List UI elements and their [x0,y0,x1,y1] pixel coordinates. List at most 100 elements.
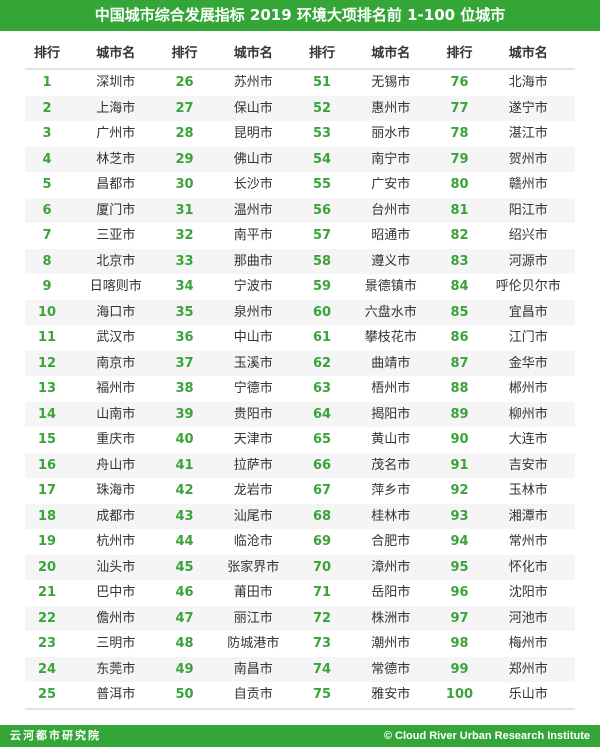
table-row: 6 厦门市 31 温州市 56 台州市 81 阳江市 [25,197,575,223]
rank-cell: 69 [312,534,332,549]
rank-cell: 84 [450,279,469,294]
city-cell: 南平市 [233,228,273,243]
city-cell: 南昌市 [233,661,273,677]
rank-cell: 88 [450,381,469,396]
rank-cell: 11 [37,330,57,345]
rank-cell: 47 [175,610,194,626]
city-cell: 玉溪市 [233,355,273,371]
rank-cell: 71 [312,585,332,600]
rank-cell: 91 [450,457,469,473]
rank-cell: 34 [175,279,194,294]
city-cell: 海口市 [96,304,136,320]
rank-cell: 98 [450,636,469,651]
rank-cell: 56 [312,202,332,218]
rank-cell: 89 [450,406,469,422]
rank-cell: 55 [312,177,332,192]
city-cell: 遵义市 [371,253,411,269]
city-cell: 临沧市 [233,534,273,549]
rank-cell: 7 [42,228,52,243]
city-cell: 大连市 [508,432,548,447]
city-cell: 茂名市 [371,457,411,473]
rank-cell: 86 [450,330,469,345]
city-cell: 厦门市 [96,202,136,218]
rank-cell: 12 [37,355,57,371]
city-cell: 贺州市 [508,151,548,167]
city-cell: 江门市 [508,330,548,345]
rank-cell: 83 [450,253,469,269]
city-cell: 广安市 [371,177,411,192]
table-row: 1 深圳市 26 苏州市 51 无锡市 76 北海市 [25,70,575,96]
rank-cell: 37 [175,355,194,371]
rank-cell: 99 [450,661,469,677]
table-header: 排行 城市名 排行 城市名 排行 城市名 排行 城市名 [25,40,575,70]
city-cell: 郴州市 [508,381,548,396]
page-title: 中国城市综合发展指标 2019 环境大项排名前 1-100 位城市 [0,0,600,31]
rank-cell: 50 [175,687,194,702]
header-rank: 排行 [308,46,335,61]
city-cell: 北海市 [508,75,548,90]
city-cell: 梅州市 [508,636,548,651]
rank-cell: 28 [175,126,194,141]
rank-cell: 52 [312,100,332,116]
rank-cell: 85 [450,304,469,320]
ranking-table: 排行 城市名 排行 城市名 排行 城市名 排行 城市名 1 深圳市 26 苏州市 51 无… [25,40,575,710]
city-cell: 合肥市 [371,534,411,549]
rank-cell: 96 [450,585,469,600]
table-row: 19 杭州市 44 临沧市 69 合肥市 94 常州市 [25,529,575,555]
table-row: 16 舟山市 41 拉萨市 66 茂名市 91 吉安市 [25,452,575,478]
city-cell: 三明市 [96,636,136,651]
rank-cell: 1 [42,75,52,90]
rank-cell: 60 [312,304,332,320]
city-cell: 萍乡市 [371,483,411,498]
table-row: 20 汕头市 45 张家界市 70 漳州市 95 怀化市 [25,554,575,580]
rank-cell: 77 [450,100,469,116]
rank-cell: 30 [175,177,194,192]
rank-cell: 68 [312,508,332,524]
city-cell: 沈阳市 [508,585,548,600]
city-cell: 舟山市 [96,457,136,473]
footer: 云河都市研究院 © Cloud River Urban Research Ins… [0,725,600,747]
city-cell: 汕尾市 [233,508,273,524]
rank-cell: 48 [175,636,194,651]
rank-cell: 36 [175,330,194,345]
rank-cell: 57 [312,228,332,243]
table-row: 11 武汉市 36 中山市 61 攀枝花市 86 江门市 [25,325,575,351]
rank-cell: 95 [450,559,469,575]
city-cell: 汕头市 [96,559,136,575]
table-row: 25 普洱市 50 自贡市 75 雅安市 100 乐山市 [25,682,575,708]
rank-cell: 40 [175,432,194,447]
city-cell: 林芝市 [96,151,136,167]
city-cell: 昌都市 [96,177,136,192]
rank-cell: 13 [37,381,57,396]
rank-cell: 9 [42,279,52,294]
rank-cell: 51 [312,75,332,90]
rank-cell: 75 [312,687,332,702]
city-cell: 儋州市 [96,610,136,626]
rank-cell: 80 [450,177,469,192]
rank-cell: 65 [312,432,332,447]
footer-brand-cn: 云河都市研究院 [10,729,101,742]
rank-cell: 63 [312,381,332,396]
header-city: 城市名 [508,46,548,61]
rank-cell: 81 [450,202,469,218]
rank-cell: 44 [175,534,194,549]
city-cell: 广州市 [96,126,136,141]
city-cell: 绍兴市 [508,228,548,243]
rank-cell: 19 [37,534,57,549]
table-row: 3 广州市 28 昆明市 53 丽水市 78 湛江市 [25,121,575,147]
rank-cell: 33 [175,253,194,269]
city-cell: 郑州市 [508,661,548,677]
header-city: 城市名 [371,46,411,61]
rank-cell: 31 [175,202,194,218]
rank-cell: 97 [450,610,469,626]
city-cell: 常德市 [371,661,411,677]
rank-cell: 93 [450,508,469,524]
table-row: 23 三明市 48 防城港市 73 潮州市 98 梅州市 [25,631,575,657]
city-cell: 杭州市 [96,534,136,549]
rank-cell: 70 [312,559,332,575]
city-cell: 岳阳市 [371,585,411,600]
header-rank: 排行 [171,46,198,61]
city-cell: 揭阳市 [371,406,411,422]
table-row: 13 福州市 38 宁德市 63 梧州市 88 郴州市 [25,376,575,402]
city-cell: 那曲市 [233,253,273,269]
